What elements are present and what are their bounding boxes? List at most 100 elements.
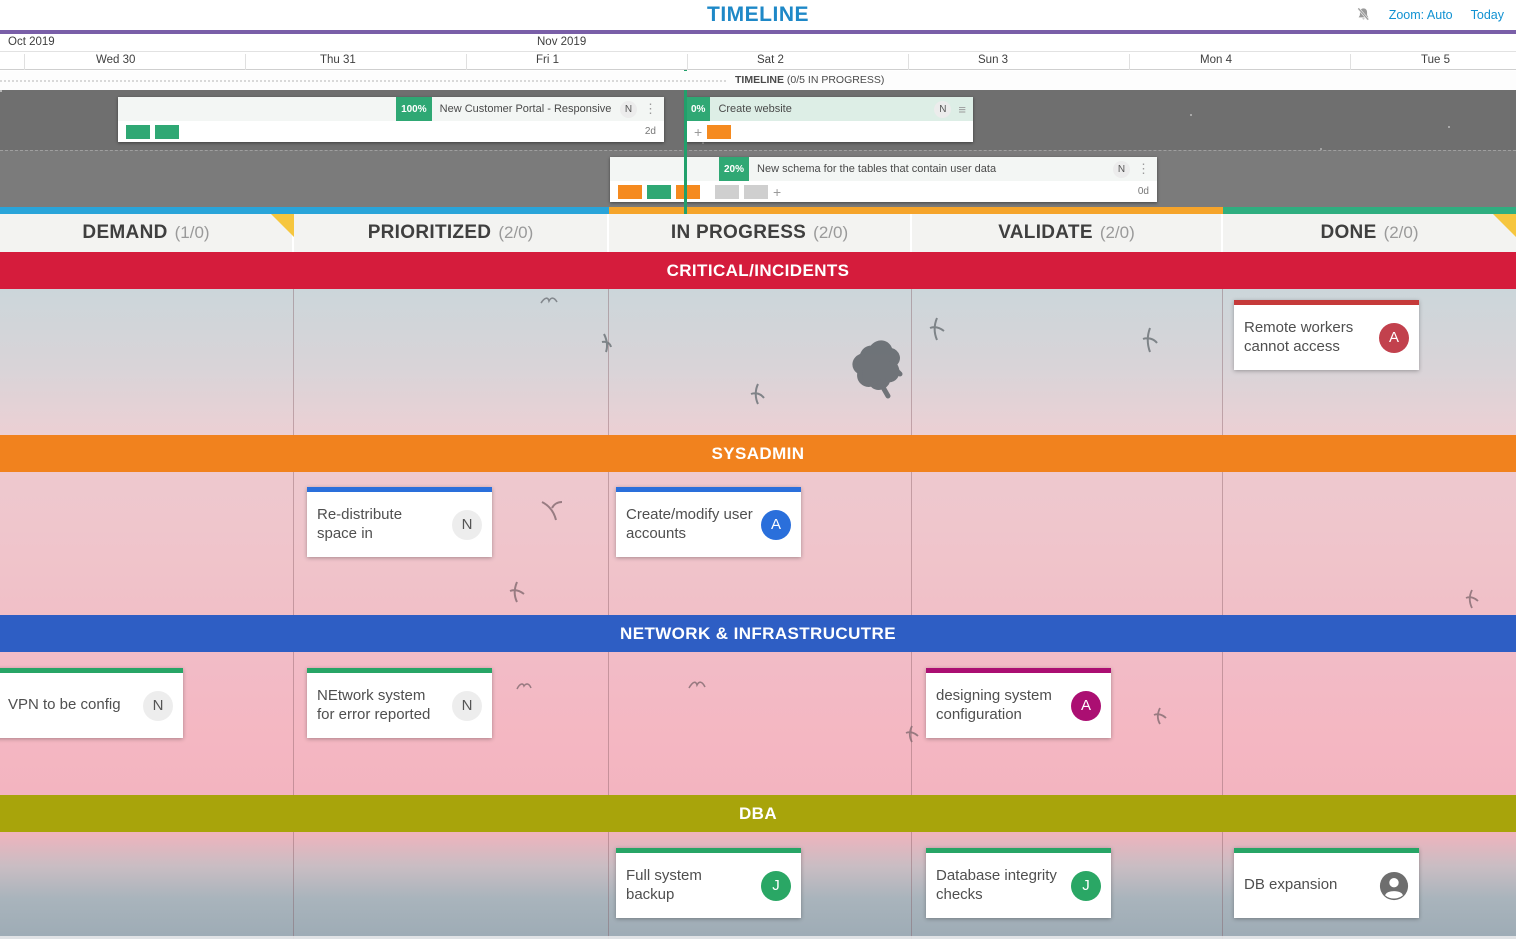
header-controls: Zoom: Auto Today	[1356, 7, 1504, 22]
card-title: Full system backup	[626, 866, 702, 903]
card-title: designing system configuration	[936, 686, 1052, 723]
bird-icon	[1153, 707, 1167, 725]
add-block-icon[interactable]: +	[694, 123, 703, 140]
day-label: Fri 1	[536, 54, 559, 66]
bird-icon	[516, 683, 532, 690]
column-count: (2/0)	[498, 223, 534, 242]
strip-done	[1223, 207, 1516, 214]
column-header-in-progress[interactable]: IN PROGRESS (2/0)	[609, 214, 912, 252]
column-header-validate[interactable]: VALIDATE (2/0)	[912, 214, 1223, 252]
day-tick	[908, 54, 909, 70]
lane-row-network	[0, 652, 1516, 795]
night-sky-specks	[0, 90, 2, 92]
timeline-progress-rest: (0/5 IN PROGRESS)	[784, 74, 885, 86]
assignee-avatar: A	[761, 509, 791, 540]
day-tick	[1129, 54, 1130, 70]
day-label: Tue 5	[1421, 54, 1450, 66]
day-tick	[687, 54, 688, 70]
page-title: TIMELINE	[707, 3, 809, 26]
column-label: PRIORITIZED	[367, 222, 492, 243]
hamburger-menu-icon[interactable]: ≡	[958, 101, 966, 117]
today-button[interactable]: Today	[1470, 7, 1504, 22]
gantt-task-new-schema[interactable]: 20% New schema for the tables that conta…	[610, 157, 1157, 202]
assignee-avatar: J	[1071, 870, 1101, 901]
bird-icon	[905, 725, 919, 743]
gantt-task-title-row: 100% New Customer Portal - Responsive Im…	[118, 97, 664, 121]
lane-label: SYSADMIN	[711, 443, 805, 463]
task-title: New Customer Portal - Responsive Impleme…	[439, 103, 614, 115]
card-network-error[interactable]: NEtwork system for error reported N	[307, 668, 492, 738]
timeline-progress-bold: TIMELINE	[735, 74, 784, 86]
column-label: DEMAND	[82, 222, 168, 243]
progress-block-green[interactable]	[155, 124, 179, 139]
bird-icon	[688, 681, 706, 689]
fold-marker-done[interactable]	[1493, 214, 1516, 237]
progress-block-orange[interactable]	[676, 184, 700, 199]
progress-block-orange[interactable]	[707, 124, 732, 139]
zoom-control[interactable]: Zoom: Auto	[1388, 7, 1453, 22]
add-block-icon[interactable]: +	[773, 183, 782, 200]
column-label: VALIDATE	[998, 222, 1093, 243]
column-count: (2/0)	[1099, 223, 1135, 242]
strip-demand-prioritized	[0, 207, 609, 214]
progress-block-gray[interactable]	[744, 184, 768, 199]
percent-badge: 20%	[719, 157, 750, 181]
day-label: Wed 30	[96, 54, 136, 66]
gantt-task-body-row: 2d	[118, 121, 664, 142]
bird-icon	[929, 317, 945, 341]
fold-marker-demand[interactable]	[271, 214, 294, 237]
column-header-done[interactable]: DONE (2/0)	[1223, 214, 1516, 252]
person-avatar-icon	[1379, 871, 1409, 901]
gantt-task-title-row: 0% Create website N ≡	[686, 97, 973, 121]
lane-label: DBA	[738, 803, 778, 823]
card-title: Remote workers cannot access	[1244, 318, 1354, 355]
lane-band-dba[interactable]: DBA	[0, 795, 1516, 832]
gantt-task-create-website[interactable]: 0% Create website N ≡ +	[686, 97, 973, 142]
duration-label: 2d	[644, 126, 656, 137]
gantt-task-new-customer-portal[interactable]: 100% New Customer Portal - Responsive Im…	[118, 97, 664, 142]
card-db-expansion[interactable]: DB expansion	[1234, 848, 1419, 918]
card-title: Re-distribute space in	[317, 505, 403, 542]
assignee-avatar: N	[452, 509, 482, 540]
lane-label: CRITICAL/INCIDENTS	[666, 260, 850, 280]
assignee-avatar: N	[1113, 160, 1130, 178]
card-remote-workers[interactable]: Remote workers cannot access A	[1234, 300, 1419, 370]
assignee-avatar: A	[1379, 322, 1409, 353]
kebab-menu-icon[interactable]: ⋮	[1137, 161, 1150, 176]
skydiver-silhouette	[852, 340, 903, 399]
progress-block-green[interactable]	[647, 184, 671, 199]
strip-inprogress-validate	[609, 207, 1223, 214]
column-header-demand[interactable]: DEMAND (1/0)	[0, 214, 294, 252]
calendar-day-row: Wed 30 Thu 31 Fri 1 Sat 2 Sun 3 Mon 4 Tu…	[0, 52, 1516, 70]
card-vpn-config[interactable]: VPN to be config N	[0, 668, 183, 738]
gantt-task-body-row: +	[686, 121, 973, 142]
card-create-modify-accounts[interactable]: Create/modify user accounts A	[616, 487, 801, 557]
header-divider	[0, 30, 1516, 34]
card-full-system-backup[interactable]: Full system backup J	[616, 848, 801, 918]
day-label: Sun 3	[978, 54, 1009, 66]
mute-bell-icon[interactable]	[1356, 7, 1371, 22]
bird-icon	[601, 333, 612, 353]
lane-band-critical-incidents[interactable]: CRITICAL/INCIDENTS	[0, 252, 1516, 289]
app-header: TIMELINE Zoom: Auto Today	[0, 0, 1516, 30]
assignee-avatar: N	[452, 690, 482, 721]
task-title: New schema for the tables that contain u…	[757, 163, 997, 175]
column-divider	[1222, 289, 1223, 939]
column-count: (1/0)	[174, 223, 210, 242]
card-redistribute-space[interactable]: Re-distribute space in N	[307, 487, 492, 557]
percent-badge: 0%	[686, 97, 711, 121]
column-count: (2/0)	[1383, 223, 1419, 242]
card-database-integrity[interactable]: Database integrity checks J	[926, 848, 1111, 918]
column-header-prioritized[interactable]: PRIORITIZED (2/0)	[294, 214, 609, 252]
card-designing-configuration[interactable]: designing system configuration A	[926, 668, 1111, 738]
kebab-menu-icon[interactable]: ⋮	[644, 101, 657, 116]
lane-band-network-infrastructure[interactable]: NETWORK & INFRASTRUCUTRE	[0, 615, 1516, 652]
column-divider	[911, 289, 912, 939]
lane-band-sysadmin[interactable]: SYSADMIN	[0, 435, 1516, 472]
progress-block-orange[interactable]	[618, 184, 642, 199]
assignee-avatar: J	[761, 870, 791, 901]
card-title: Create/modify user accounts	[626, 505, 753, 542]
column-label: IN PROGRESS	[670, 222, 807, 243]
progress-block-green[interactable]	[126, 124, 150, 139]
progress-block-gray[interactable]	[715, 184, 739, 199]
